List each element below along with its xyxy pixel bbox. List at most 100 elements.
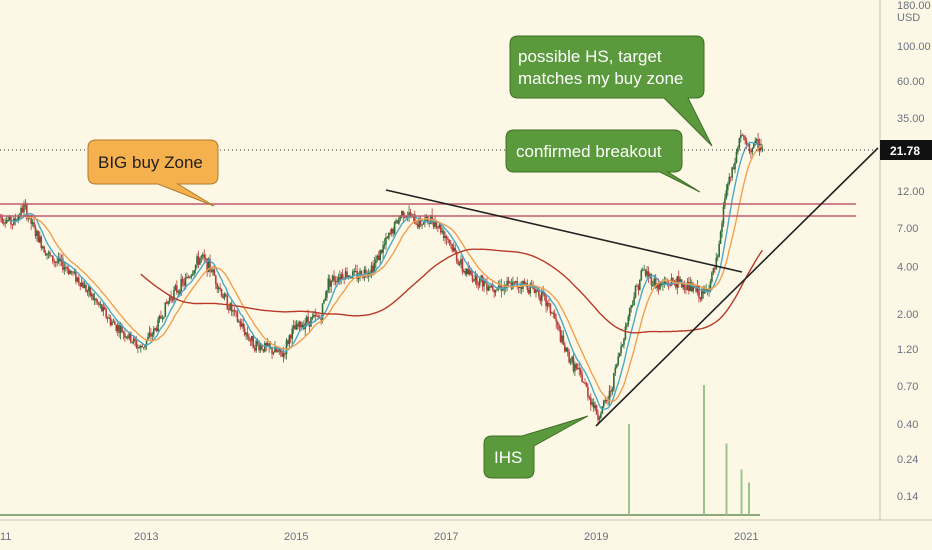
candle-body (314, 315, 317, 317)
candle-body (683, 284, 686, 290)
candle-body (600, 413, 602, 418)
candle-body (742, 135, 745, 137)
candle-body (69, 270, 71, 275)
candle-body (70, 270, 73, 273)
candle-body (40, 236, 43, 249)
candle-body (154, 328, 157, 330)
ma-slow-line (140, 248, 763, 334)
candle-body (418, 218, 420, 228)
candle-body (481, 275, 484, 287)
candle-body (543, 293, 546, 296)
candle-body (287, 340, 289, 345)
candle-body (396, 220, 399, 224)
candle-body (447, 238, 449, 240)
candle-body (553, 313, 556, 319)
candle-body (106, 317, 109, 319)
candle-body (705, 288, 707, 290)
descending-trendline (385, 189, 743, 273)
candle-body (654, 278, 657, 288)
candle-body (579, 368, 582, 375)
candle-body (171, 298, 174, 301)
candle-body (623, 339, 625, 345)
candle-body (669, 284, 671, 286)
candle-body (88, 286, 90, 291)
candle-body (514, 281, 517, 283)
candle-body (395, 220, 397, 223)
candle-body (313, 315, 315, 317)
candle-body (127, 336, 129, 339)
candle-body (630, 305, 632, 308)
candle-body (478, 278, 481, 286)
candle-body (546, 302, 549, 307)
candle-body (448, 239, 451, 244)
candle-body (24, 204, 27, 206)
candle-body (529, 284, 532, 294)
candle-body (376, 255, 379, 260)
candle-body (331, 275, 334, 281)
candle-body (712, 268, 715, 273)
candle-body (17, 216, 19, 221)
candle-body (535, 289, 537, 294)
candle-body (408, 212, 410, 217)
candle-body (565, 347, 568, 352)
candle-body (409, 212, 412, 218)
last-price-tag: 21.78 (880, 140, 932, 160)
candle-body (675, 283, 677, 288)
candle-body (432, 221, 435, 227)
candle-body (246, 332, 249, 337)
candle-body (729, 176, 732, 178)
candle-body (291, 328, 294, 339)
candle-body (233, 310, 236, 312)
candle-body (282, 353, 285, 357)
candle-body (463, 271, 465, 273)
candle-body (611, 389, 614, 392)
candle-body (405, 216, 407, 218)
candle-body (375, 259, 377, 264)
candle-body (147, 336, 149, 341)
candle-body (737, 147, 739, 152)
candle-body (353, 270, 356, 272)
candle-body (628, 307, 631, 317)
candle-body (598, 417, 601, 420)
y-tick-label: 0.14 (897, 491, 918, 503)
candle-body (545, 295, 547, 307)
candle-body (204, 258, 207, 260)
candle-body (594, 405, 596, 409)
candle-body (253, 348, 256, 351)
candle-body (640, 270, 643, 281)
candle-body (604, 400, 607, 402)
candle-body (461, 259, 464, 272)
candle-body (441, 231, 444, 233)
candle-body (152, 328, 155, 335)
candle-body (379, 249, 382, 261)
candle-body (132, 338, 135, 342)
candle-body (265, 343, 268, 346)
candle-body (496, 288, 498, 291)
candle-body (59, 257, 61, 262)
callout-ihs-text: IHS (494, 448, 522, 467)
candle-body (213, 269, 216, 276)
candle-body (659, 282, 661, 290)
candle-body (111, 322, 113, 326)
volume-bar (740, 469, 743, 515)
candle-body (715, 257, 718, 269)
candle-body (223, 294, 226, 299)
candle-body (698, 286, 700, 298)
candle-body (220, 289, 223, 297)
candle-body (75, 271, 77, 282)
candle-body (540, 290, 543, 302)
callout-confirmed-breakout: confirmed breakout (505, 129, 701, 193)
candle-body (277, 350, 279, 352)
candle-body (380, 249, 383, 253)
candle-body (139, 345, 142, 348)
candle-body (527, 289, 530, 294)
candle-body (202, 254, 204, 256)
candle-body (352, 271, 354, 278)
candle-body (421, 224, 423, 226)
candle-body (18, 216, 21, 218)
candle-body (701, 289, 703, 300)
candle-body (180, 279, 182, 295)
moving-averages (10, 141, 763, 411)
candle-body (677, 276, 680, 283)
candle-body (362, 276, 364, 278)
